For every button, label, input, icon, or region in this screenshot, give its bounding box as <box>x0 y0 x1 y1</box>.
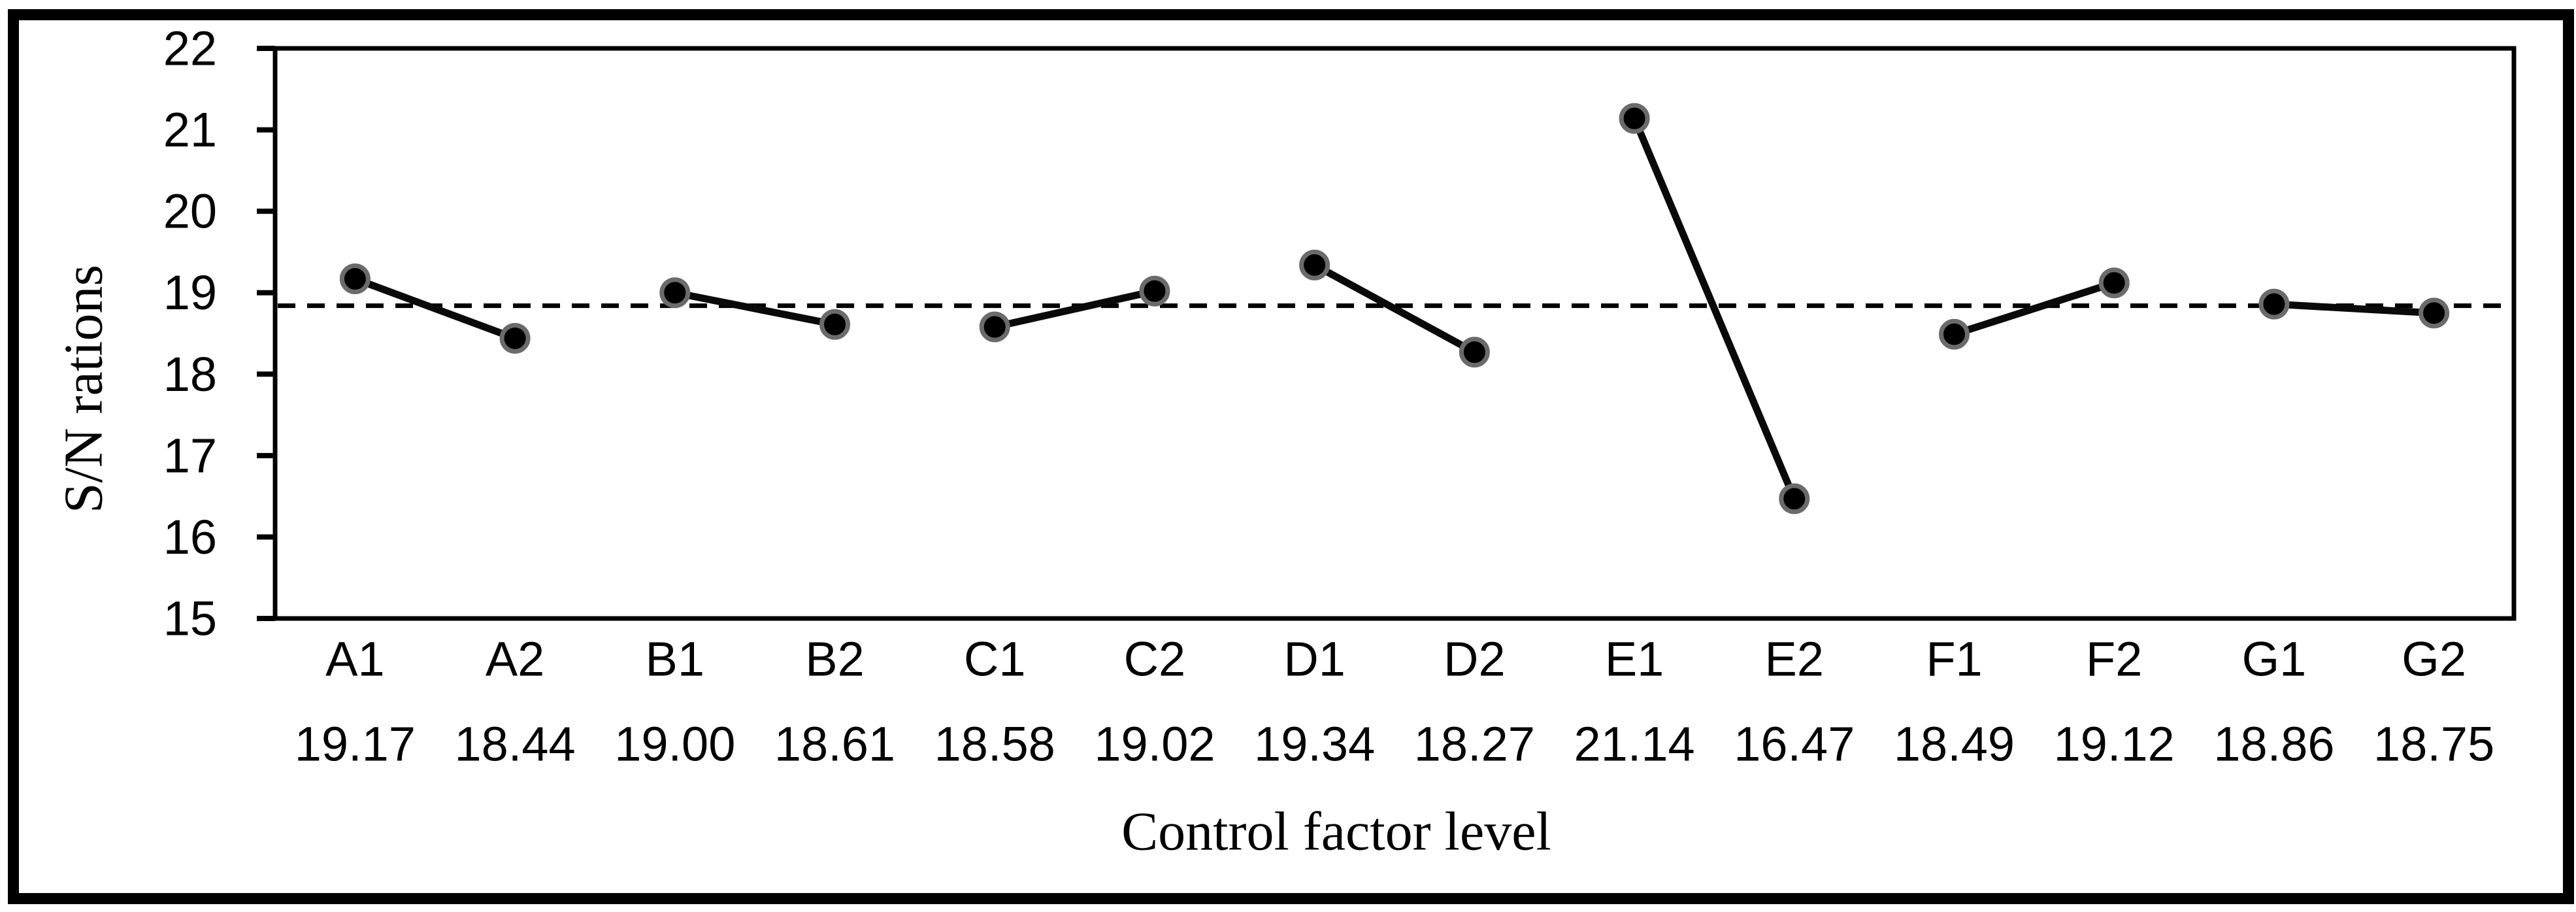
marker-F2 <box>2098 267 2130 299</box>
x-category-labels: A1 A2 B1 B2 C1 C2 D1 D2 E1 E2 F1 F2 G1 G2 <box>325 632 2466 686</box>
x-value-label-G1: 18.86 <box>2213 717 2334 771</box>
x-category-label-A2: A2 <box>486 632 545 686</box>
x-value-label-F1: 18.49 <box>1894 717 2015 771</box>
marker-B1 <box>659 277 691 309</box>
x-category-label-G1: G1 <box>2242 632 2307 686</box>
marker-E1 <box>1619 103 1650 134</box>
x-value-label-E2: 16.47 <box>1734 717 1855 771</box>
x-category-label-D1: D1 <box>1283 632 1346 686</box>
x-category-label-B2: B2 <box>805 632 865 686</box>
x-category-label-D2: D2 <box>1444 632 1506 686</box>
plot-area-border <box>272 46 2517 621</box>
marker-C1 <box>979 311 1010 343</box>
y-axis-title: S/N rations <box>54 265 114 513</box>
segment-A1-A2 <box>354 275 516 342</box>
x-category-label-F1: F1 <box>1926 632 1982 686</box>
y-tick-label-21: 21 <box>163 103 217 157</box>
x-category-label-B1: B1 <box>646 632 705 686</box>
marker-G2 <box>2419 297 2450 329</box>
y-tick-label-17: 17 <box>163 428 217 482</box>
y-tick-label-15: 15 <box>163 592 217 646</box>
x-value-label-A1: 19.17 <box>295 717 416 771</box>
x-category-label-E1: E1 <box>1605 632 1664 686</box>
x-axis-title: Control factor level <box>1121 802 1551 862</box>
marker-D1 <box>1299 249 1330 280</box>
y-tick-label-16: 16 <box>163 510 217 564</box>
x-value-label-D1: 19.34 <box>1254 717 1375 771</box>
marker-A1 <box>339 263 371 295</box>
x-category-label-C2: C2 <box>1124 632 1186 686</box>
marker-B2 <box>819 309 850 340</box>
x-value-label-A2: 18.44 <box>454 717 575 771</box>
marker-A2 <box>499 322 531 354</box>
data-points <box>339 103 2450 515</box>
x-value-label-B1: 19.00 <box>614 717 735 771</box>
marker-G1 <box>2258 288 2290 320</box>
marker-C2 <box>1139 275 1170 307</box>
marker-E2 <box>1779 483 1810 515</box>
y-tick-label-22: 22 <box>163 22 217 76</box>
x-value-labels: 19.17 18.44 19.00 18.61 18.58 19.02 19.34 18.27… <box>295 717 2494 771</box>
segment-B1-B2 <box>674 289 836 328</box>
y-tick-label-20: 20 <box>163 184 217 239</box>
x-value-label-F2: 19.12 <box>2054 717 2175 771</box>
segment-C1-C2 <box>994 287 1156 331</box>
segment-E1-E2 <box>1631 116 1798 501</box>
y-axis-ticks <box>257 46 275 621</box>
marker-F1 <box>1939 318 1970 350</box>
x-category-label-G2: G2 <box>2402 632 2466 686</box>
x-value-label-B2: 18.61 <box>774 717 895 771</box>
x-value-label-G2: 18.75 <box>2373 717 2494 771</box>
x-category-label-E2: E2 <box>1765 632 1825 686</box>
y-tick-label-18: 18 <box>163 347 217 401</box>
x-value-label-E1: 21.14 <box>1574 717 1694 771</box>
segment-F1-F2 <box>1953 279 2115 338</box>
x-category-label-F2: F2 <box>2086 632 2142 686</box>
x-value-label-C1: 18.58 <box>934 717 1055 771</box>
x-value-label-C2: 19.02 <box>1094 717 1215 771</box>
series-lines <box>354 116 2434 501</box>
y-axis-tick-labels: 15 16 17 18 19 20 21 22 <box>163 22 217 646</box>
segment-D1-D2 <box>1313 262 1476 356</box>
y-tick-label-19: 19 <box>163 265 217 320</box>
x-category-label-A1: A1 <box>325 632 385 686</box>
marker-D2 <box>1459 337 1490 368</box>
x-value-label-D2: 18.27 <box>1414 717 1535 771</box>
x-category-label-C1: C1 <box>964 632 1026 686</box>
segment-G1-G2 <box>2273 300 2434 317</box>
